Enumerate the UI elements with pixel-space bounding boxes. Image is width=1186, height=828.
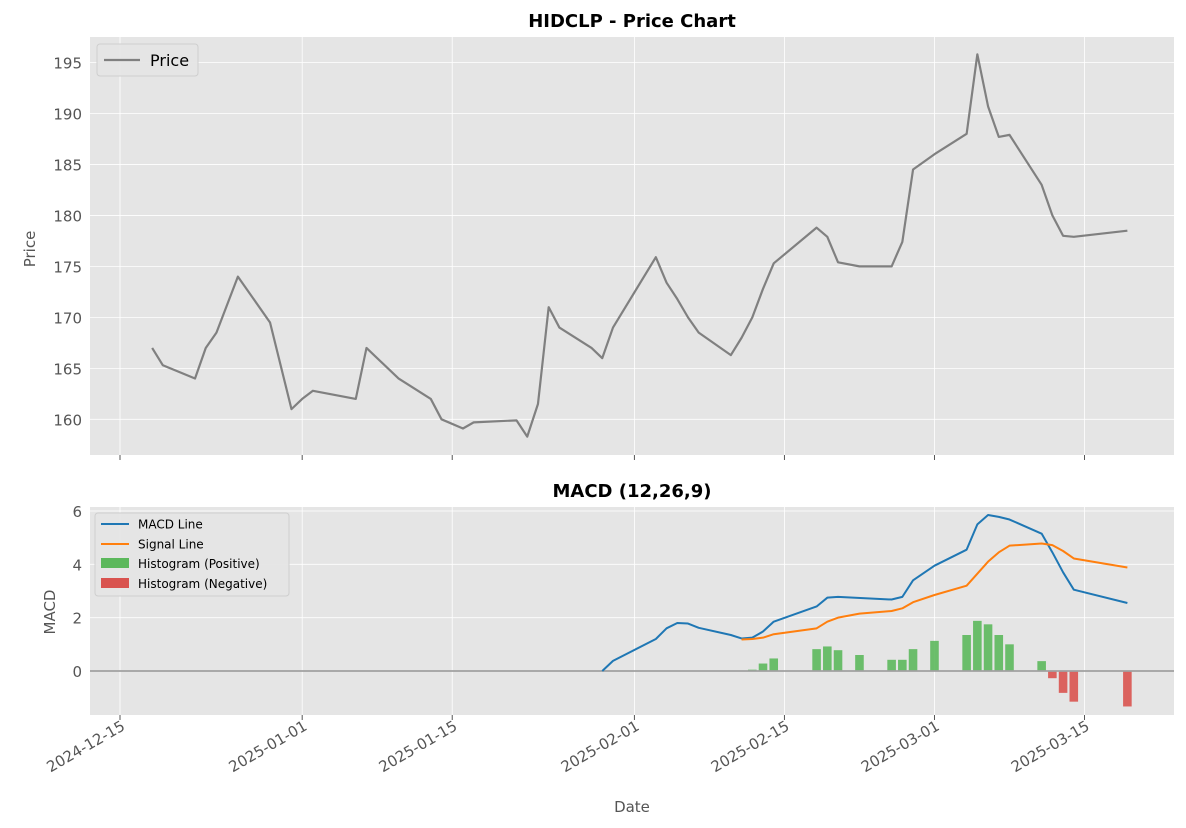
histogram-bar-positive <box>812 649 821 671</box>
price-chart-panel: 160 165 170 175 180 185 190 195 HIDCLP - Price … <box>21 11 1174 460</box>
macd-legend-label-macd: MACD Line <box>138 518 203 532</box>
macd-legend-swatch-hist-negative <box>101 578 129 588</box>
y-tick-label: 175 <box>53 258 82 276</box>
price-grid <box>90 37 1174 455</box>
histogram-bar-positive <box>973 620 982 671</box>
histogram-bar-positive <box>823 646 832 671</box>
histogram-bar-positive <box>769 658 779 671</box>
y-tick-label: 6 <box>72 503 82 521</box>
histogram-bar-positive <box>983 624 993 671</box>
macd-chart-title: MACD (12,26,9) <box>552 481 711 502</box>
y-tick-label: 195 <box>53 54 82 72</box>
histogram-bar-negative <box>1123 671 1132 707</box>
histogram-bar-positive <box>855 655 864 671</box>
price-series-group <box>151 53 1128 438</box>
price-y-tick-labels: 160 165 170 175 180 185 190 195 <box>53 54 82 429</box>
histogram-bar-positive <box>962 635 971 671</box>
macd-legend-label-signal: Signal Line <box>138 538 204 552</box>
price-plot-area <box>90 37 1174 455</box>
histogram-bar-positive <box>908 649 918 671</box>
signal-line <box>741 542 1128 641</box>
macd-series-group <box>601 514 1128 672</box>
y-tick-label: 2 <box>72 610 82 628</box>
price-chart-title: HIDCLP - Price Chart <box>528 11 736 32</box>
y-tick-label: 185 <box>53 156 82 174</box>
y-tick-label: 190 <box>53 105 82 123</box>
y-tick-label: 160 <box>53 411 82 429</box>
histogram-bar-positive <box>833 650 843 671</box>
histogram-bar-positive <box>887 659 896 671</box>
macd-y-axis-label: MACD <box>41 590 59 635</box>
price-x-ticks <box>119 455 1086 460</box>
macd-legend-box <box>94 512 290 597</box>
price-legend-box <box>96 43 199 77</box>
histogram-bar-positive <box>758 663 768 671</box>
histogram-bar-positive <box>930 640 939 671</box>
x-axis-label: Date <box>614 798 650 816</box>
price-y-axis-label: Price <box>21 231 39 268</box>
histogram-bar-positive <box>994 635 1004 671</box>
macd-legend: MACD Line Signal Line Histogram (Positiv… <box>94 512 290 597</box>
histogram-bar-negative <box>1069 671 1079 702</box>
histogram-bar-positive <box>1005 644 1014 671</box>
macd-histogram-group <box>748 620 1132 707</box>
macd-legend-swatch-hist-positive <box>101 558 129 568</box>
histogram-bar-negative <box>1048 671 1057 679</box>
price-legend-label: Price <box>150 51 189 70</box>
y-tick-label: 165 <box>53 360 82 378</box>
macd-line <box>601 514 1128 672</box>
macd-legend-label-hist-positive: Histogram (Positive) <box>138 557 260 571</box>
y-tick-label: 180 <box>53 207 82 225</box>
y-tick-label: 170 <box>53 309 82 327</box>
histogram-bar-positive <box>898 659 907 671</box>
histogram-bar-negative <box>1058 671 1068 693</box>
y-tick-label: 0 <box>72 663 82 681</box>
macd-legend-label-hist-negative: Histogram (Negative) <box>138 577 267 591</box>
y-tick-label: 4 <box>72 556 82 574</box>
price-line <box>151 53 1128 438</box>
price-legend: Price <box>96 43 199 77</box>
macd-y-tick-labels: 0 2 4 6 <box>72 503 82 681</box>
histogram-bar-positive <box>1037 661 1046 671</box>
